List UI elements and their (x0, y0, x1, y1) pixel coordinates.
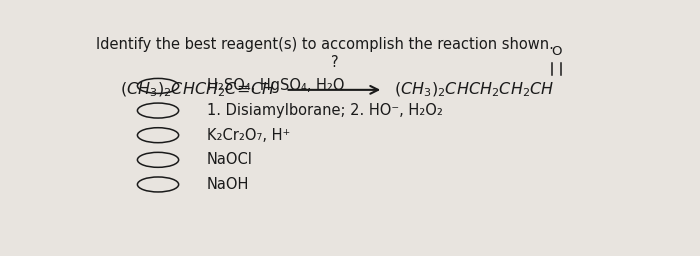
Text: Identify the best reagent(s) to accomplish the reaction shown.: Identify the best reagent(s) to accompli… (96, 37, 554, 52)
Text: K₂Cr₂O₇, H⁺: K₂Cr₂O₇, H⁺ (207, 128, 290, 143)
Text: NaOH: NaOH (207, 177, 249, 192)
Text: H₂SO₄, HgSO₄, H₂O: H₂SO₄, HgSO₄, H₂O (207, 78, 344, 93)
Text: $(CH_3)_2CHCH_2CH_2CH$: $(CH_3)_2CHCH_2CH_2CH$ (394, 81, 554, 99)
Text: 1. Disiamylborane; 2. HO⁻, H₂O₂: 1. Disiamylborane; 2. HO⁻, H₂O₂ (207, 103, 442, 118)
Text: NaOCl: NaOCl (207, 152, 253, 167)
Text: O: O (551, 45, 561, 58)
Text: ?: ? (330, 55, 338, 70)
Text: $(CH_3)_2CHCH_2C\!\equiv\!CH$: $(CH_3)_2CHCH_2C\!\equiv\!CH$ (120, 81, 275, 99)
